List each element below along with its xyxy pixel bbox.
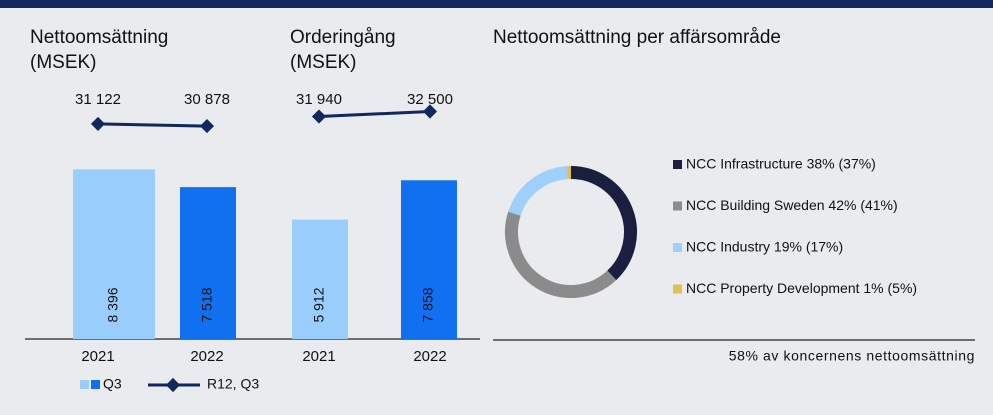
legend-swatch [673, 284, 682, 294]
chart-title: (MSEK) [30, 52, 97, 73]
legend-label: NCC Building Sweden 42% (41%) [686, 197, 898, 213]
chart-title: (MSEK) [290, 52, 357, 73]
bar [73, 169, 155, 339]
legend-swatch [673, 201, 682, 211]
marker [311, 109, 327, 124]
chart-title: Nettoomsättning [30, 27, 168, 48]
line-value-label: 30 878 [184, 91, 230, 108]
bar-value-label: 8 396 [105, 287, 121, 322]
donut-segment [570, 166, 637, 281]
bar-value-label: 7 858 [420, 287, 436, 322]
x-tick-label: 2022 [190, 348, 223, 365]
donut-segment [505, 211, 617, 298]
legend-label: R12, Q3 [207, 376, 259, 392]
legend-swatch [91, 380, 100, 389]
donut-segment [508, 166, 568, 216]
x-tick-label: 2021 [302, 348, 335, 365]
top-bar [0, 0, 993, 8]
legend-swatch [673, 160, 682, 169]
line [318, 110, 431, 119]
legend-label: NCC Infrastructure 38% (37%) [686, 156, 876, 172]
bar [292, 219, 348, 339]
bar [401, 180, 457, 339]
bar-value-label: 5 912 [311, 287, 327, 322]
legend-label: Q3 [103, 376, 122, 392]
marker [422, 104, 438, 119]
legend-label: NCC Industry 19% (17%) [686, 239, 843, 255]
x-tick-label: 2022 [413, 348, 446, 365]
legend-swatch [165, 377, 181, 393]
bar [180, 187, 236, 339]
chart-title: Nettoomsättning per affärsområde [493, 27, 781, 48]
line-value-label: 32 500 [407, 91, 453, 108]
line-value-label: 31 940 [296, 91, 342, 108]
chart-title: Orderingång [290, 27, 396, 48]
line-value-label: 31 122 [75, 91, 121, 108]
legend-swatch [673, 243, 682, 252]
line [97, 122, 208, 128]
legend-label: NCC Property Development 1% (5%) [686, 280, 917, 296]
legend-swatch [80, 380, 89, 389]
bar-value-label: 7 518 [199, 287, 215, 322]
x-tick-label: 2021 [81, 348, 114, 365]
annotation: 58% av koncernens nettoomsättning [729, 348, 975, 364]
